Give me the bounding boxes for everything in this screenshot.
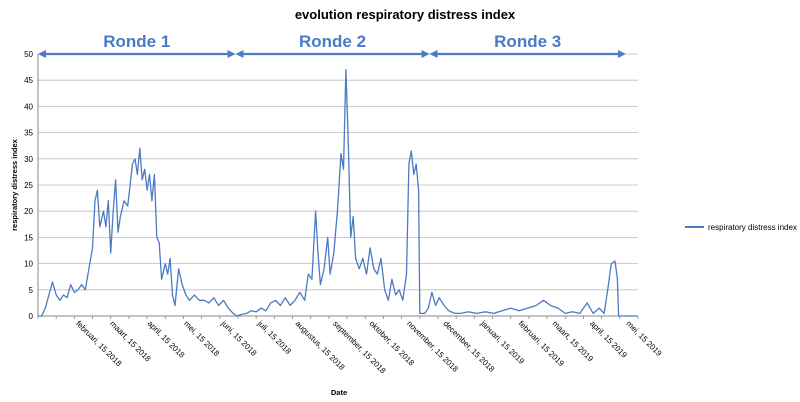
- legend: respiratory distress index: [685, 223, 797, 232]
- round-label-3: Ronde 3: [494, 32, 561, 51]
- gridlines: [38, 53, 638, 317]
- y-tick-label: 35: [24, 129, 33, 138]
- x-tick-label: juli, 15 2018: [255, 318, 293, 356]
- y-axis: 0 5 10 15 20 25 30 35 40 45 50: [24, 50, 638, 321]
- y-tick-label: 30: [24, 155, 33, 164]
- y-tick-label: 50: [24, 50, 33, 59]
- x-tick-label: mei, 15 2019: [624, 319, 663, 358]
- y-tick-label: 10: [24, 260, 33, 269]
- x-axis-title: Date: [331, 388, 347, 397]
- y-tick-label: 5: [29, 286, 34, 295]
- series-line-1: [38, 69, 638, 317]
- y-tick-label: 15: [24, 233, 33, 242]
- round-label-2: Ronde 2: [299, 32, 366, 51]
- x-tick-label: juni, 15 2018: [219, 318, 259, 358]
- y-tick-label: 45: [24, 76, 33, 85]
- round-markers: Ronde 1 Ronde 2 Ronde 3: [38, 32, 626, 58]
- round-label-1: Ronde 1: [103, 32, 170, 51]
- chart-title: evolution respiratory distress index: [295, 7, 516, 22]
- legend-label: respiratory distress index: [708, 223, 797, 232]
- y-tick-label: 25: [24, 181, 33, 190]
- y-tick-label: 20: [24, 207, 33, 216]
- x-tick-label: april, 15 2019: [588, 319, 629, 360]
- y-tick-label: 40: [24, 102, 33, 111]
- y-tick-label: 0: [29, 312, 34, 321]
- y-axis-title: respiratory distress index: [10, 138, 19, 231]
- series-layer: [38, 69, 638, 317]
- x-tick-label: mei, 15 2018: [182, 319, 221, 358]
- x-tick-label: april, 15 2018: [146, 319, 187, 360]
